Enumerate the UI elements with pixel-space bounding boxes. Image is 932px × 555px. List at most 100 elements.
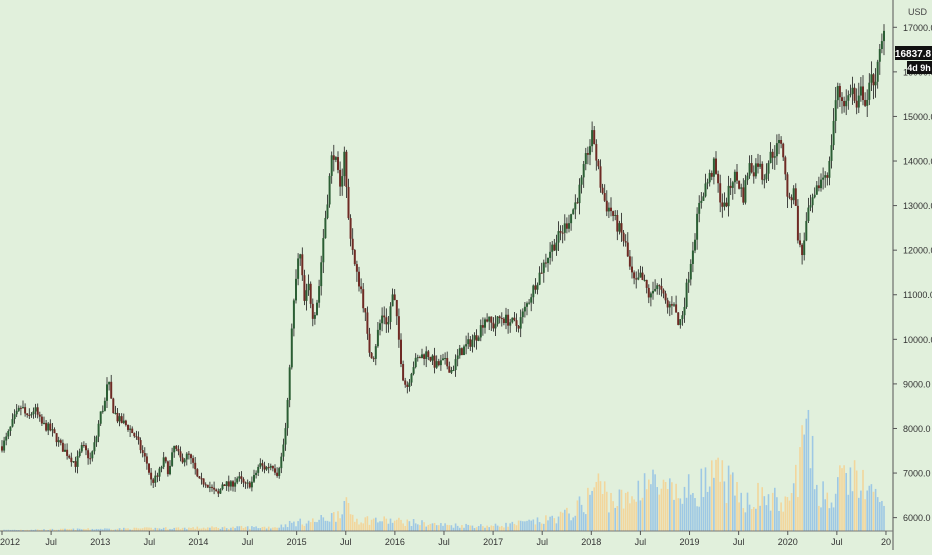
price-axis[interactable]: USD 17000.016000.015000.014000.013000.01… bbox=[893, 7, 932, 523]
volume-bar bbox=[742, 508, 745, 531]
volume-bar bbox=[778, 510, 780, 531]
volume-bar bbox=[545, 515, 547, 531]
candle-body bbox=[402, 364, 405, 381]
volume-bar bbox=[515, 525, 518, 531]
volume-bar bbox=[57, 529, 60, 531]
volume-bar bbox=[322, 517, 325, 531]
volume-bar bbox=[440, 523, 442, 531]
candle-body bbox=[563, 223, 566, 233]
candle-body bbox=[385, 317, 388, 325]
volume-bar bbox=[175, 527, 178, 531]
volume-bar bbox=[635, 501, 637, 531]
volume-bar bbox=[438, 525, 440, 531]
volume-bar bbox=[230, 527, 232, 531]
volume-bar bbox=[753, 507, 755, 531]
candle-body bbox=[28, 415, 31, 417]
volume-bar bbox=[85, 529, 87, 531]
volume-bar bbox=[599, 481, 602, 531]
candle-body bbox=[322, 238, 325, 263]
candle-body bbox=[391, 294, 394, 307]
candle-body bbox=[691, 250, 694, 264]
volume-bar bbox=[813, 489, 816, 531]
volume-bar bbox=[532, 519, 535, 531]
volume-bar bbox=[540, 523, 543, 531]
candle-body bbox=[685, 282, 688, 307]
volume-bar bbox=[137, 528, 140, 531]
volume-bar bbox=[862, 469, 864, 531]
candle-body bbox=[673, 304, 675, 306]
candle-body bbox=[683, 306, 686, 316]
candle-body bbox=[337, 157, 339, 170]
volume-bar bbox=[757, 482, 759, 531]
candle-body bbox=[305, 290, 308, 301]
volume-bar bbox=[816, 484, 818, 531]
volume-bar bbox=[637, 480, 640, 531]
volume-bar bbox=[160, 528, 163, 531]
volume-bar bbox=[782, 511, 784, 531]
candle-body bbox=[880, 41, 883, 50]
candle-body bbox=[561, 232, 564, 234]
volume-bar bbox=[805, 418, 808, 531]
volume-bar bbox=[601, 494, 604, 531]
candle-body bbox=[534, 285, 537, 290]
volume-bar bbox=[719, 481, 721, 531]
candle-body bbox=[101, 410, 104, 412]
volume-bar bbox=[509, 523, 511, 531]
volume-bar bbox=[335, 521, 337, 531]
candle-body bbox=[700, 200, 703, 203]
candle-body bbox=[444, 358, 447, 360]
volume-bar bbox=[694, 498, 696, 531]
candle-body bbox=[152, 479, 155, 483]
volume-bar bbox=[610, 492, 612, 531]
candle-body bbox=[17, 407, 20, 411]
candle-body bbox=[137, 436, 140, 441]
candle-body bbox=[463, 346, 465, 356]
candle-body bbox=[519, 317, 522, 329]
volume-bar bbox=[406, 519, 409, 531]
volume-bar bbox=[213, 527, 215, 531]
candle-body bbox=[412, 367, 415, 374]
candle-body bbox=[815, 185, 818, 195]
volume-bar bbox=[839, 465, 841, 531]
volume-bar bbox=[666, 489, 669, 531]
volume-bar bbox=[421, 520, 423, 531]
candle-body bbox=[822, 177, 825, 180]
volume-bar bbox=[34, 529, 37, 531]
candle-body bbox=[511, 317, 514, 323]
volume-bar bbox=[267, 526, 270, 531]
candle-body bbox=[143, 452, 146, 457]
candle-body bbox=[353, 250, 356, 265]
candle-body bbox=[631, 266, 633, 273]
candle-body bbox=[706, 182, 709, 184]
volume-bar bbox=[538, 522, 541, 531]
volume-bar bbox=[723, 481, 726, 531]
candle-body bbox=[234, 482, 237, 487]
candle-body bbox=[778, 139, 780, 144]
candle-body bbox=[240, 476, 243, 480]
candle-body bbox=[162, 457, 165, 467]
candle-body bbox=[263, 465, 266, 470]
candle-body bbox=[843, 100, 846, 107]
candle-body bbox=[799, 240, 801, 245]
volume-bar bbox=[488, 527, 490, 531]
candle-body bbox=[418, 357, 421, 359]
candle-body bbox=[68, 455, 71, 458]
candle-body bbox=[876, 61, 879, 82]
volume-bar bbox=[614, 507, 616, 531]
candle-body bbox=[347, 186, 350, 219]
volume-bar bbox=[530, 520, 532, 531]
volume-bar bbox=[790, 493, 793, 531]
volume-bar bbox=[364, 517, 367, 531]
candle-body bbox=[286, 400, 289, 429]
candle-body bbox=[513, 317, 516, 321]
volume-bar bbox=[410, 525, 413, 531]
time-axis[interactable]: 2012 Jul 2013 Jul 2014 Jul 2015 Jul 2016 Jul 2017 J… bbox=[0, 531, 891, 547]
volume-bar bbox=[207, 527, 209, 531]
volume-bar bbox=[303, 525, 306, 531]
candle-body bbox=[368, 333, 371, 353]
y-tick-label: 11000.0 bbox=[903, 290, 932, 300]
volume-bar bbox=[658, 494, 661, 531]
candle-body bbox=[74, 461, 77, 467]
